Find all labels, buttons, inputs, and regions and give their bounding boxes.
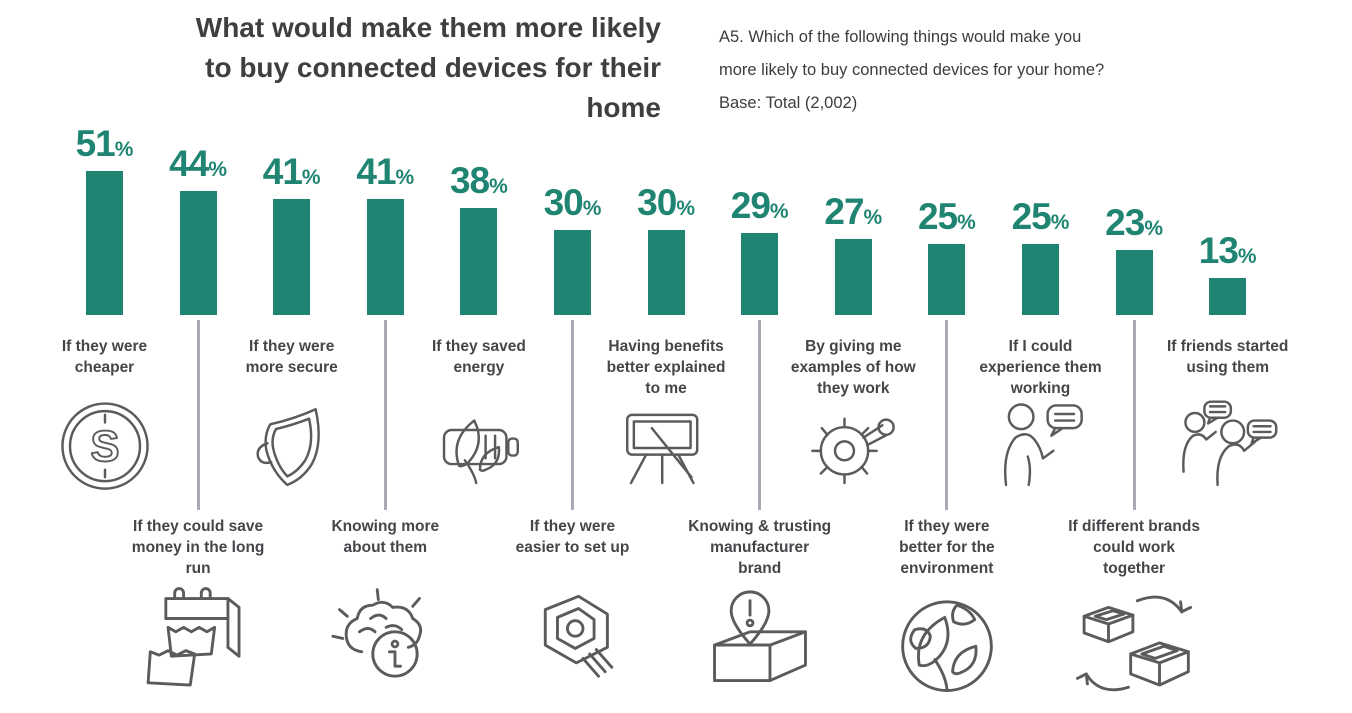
brain-info-icon xyxy=(324,583,446,705)
category-label: By giving me examples of how they work xyxy=(790,338,916,397)
bar xyxy=(460,208,498,315)
percent-sign: % xyxy=(208,158,228,181)
category-label: If they could save money in the long run xyxy=(131,518,265,577)
percent-sign: % xyxy=(957,211,976,234)
bar xyxy=(834,239,872,315)
bar-value-number: 30 xyxy=(543,182,584,223)
connector-line xyxy=(1132,320,1136,510)
shield-icon xyxy=(240,396,344,500)
connector-line xyxy=(196,320,200,510)
connector-line xyxy=(945,320,949,510)
bar-value-number: 30 xyxy=(637,182,677,223)
dollar-coin-icon: S xyxy=(53,396,157,500)
svg-text:S: S xyxy=(90,423,119,471)
percent-sign: % xyxy=(769,200,789,223)
bar-value-label: 30% xyxy=(508,182,638,224)
calendar-torn-icon xyxy=(137,583,259,705)
page-title: What would make them more likely to buy … xyxy=(195,12,661,123)
category-label: If they were cheaper xyxy=(61,338,148,376)
eco-battery-icon xyxy=(427,396,531,500)
bar-value-number: 25 xyxy=(917,196,958,237)
connector-line xyxy=(758,320,762,510)
bar-value-label: 25% xyxy=(976,196,1106,238)
bar-value-label: 23% xyxy=(1069,202,1199,244)
person-speech-icon xyxy=(989,396,1093,500)
bar-value-number: 41 xyxy=(262,151,303,192)
bar-value-number: 27 xyxy=(824,191,864,232)
category-label: If different brands could work together xyxy=(1068,518,1200,577)
bar xyxy=(1115,250,1153,315)
bar-value-label: 27% xyxy=(788,191,918,233)
percent-sign: % xyxy=(863,206,883,229)
bar-value-number: 51 xyxy=(75,123,116,164)
percent-sign: % xyxy=(1050,211,1070,234)
gear-icon xyxy=(801,396,905,500)
category-label: If they were easier to set up xyxy=(515,518,630,556)
bar-value-number: 38 xyxy=(449,160,490,201)
percent-sign: % xyxy=(1144,217,1164,240)
bar-value-number: 25 xyxy=(1011,196,1052,237)
category-label: Knowing & trusting manufacturer brand xyxy=(688,518,832,577)
presentation-icon xyxy=(614,396,718,500)
category-label: If I could experience them working xyxy=(979,338,1102,397)
survey-note: A5. Which of the following things would … xyxy=(719,28,1105,112)
bar xyxy=(647,230,685,315)
percent-sign: % xyxy=(1237,245,1257,268)
percent-sign: % xyxy=(395,166,415,189)
bar-value-number: 44 xyxy=(169,143,209,184)
boxes-exchange-icon xyxy=(1073,583,1195,705)
wrench-bolt-icon xyxy=(512,583,634,705)
category-label: If they saved energy xyxy=(431,338,526,376)
bar xyxy=(86,171,123,315)
bar-value-label: 41% xyxy=(320,151,450,193)
category-label: If friends started using them xyxy=(1166,338,1289,376)
percent-sign: % xyxy=(582,197,602,220)
bar xyxy=(928,244,966,315)
category-label: Knowing more about them xyxy=(331,518,440,556)
bar xyxy=(1209,278,1247,315)
connector-line xyxy=(571,320,574,510)
category-label: Having benefits better explained to me xyxy=(606,338,726,397)
bar-value-label: 44% xyxy=(133,143,263,185)
percent-sign: % xyxy=(301,166,321,189)
bar xyxy=(179,191,217,315)
percent-sign: % xyxy=(489,175,508,198)
bar xyxy=(554,230,591,315)
bar xyxy=(741,233,779,315)
bar-value-number: 23 xyxy=(1105,202,1145,243)
globe-leaf-icon xyxy=(886,583,1008,705)
percent-sign: % xyxy=(114,138,134,161)
bar-value-label: 51% xyxy=(40,123,170,165)
bar-value-label: 30% xyxy=(601,182,731,224)
people-chat-icon xyxy=(1176,396,1280,500)
connector-line xyxy=(383,320,387,510)
bar-value-label: 29% xyxy=(695,185,825,227)
box-pin-icon xyxy=(699,583,821,705)
bar xyxy=(366,199,404,315)
bar-value-label: 13% xyxy=(1163,230,1293,272)
percent-sign: % xyxy=(676,197,696,220)
category-label: If they were more secure xyxy=(245,338,338,376)
bar-value-number: 13 xyxy=(1198,230,1239,271)
bar xyxy=(273,199,311,315)
bar-value-label: 38% xyxy=(414,160,544,202)
bar-value-number: 41 xyxy=(356,151,396,192)
bar-value-number: 29 xyxy=(730,185,771,226)
bar-value-label: 25% xyxy=(882,196,1012,238)
category-label: If they were better for the environment xyxy=(899,518,995,577)
bar xyxy=(1022,244,1059,315)
bar-value-label: 41% xyxy=(227,151,357,193)
